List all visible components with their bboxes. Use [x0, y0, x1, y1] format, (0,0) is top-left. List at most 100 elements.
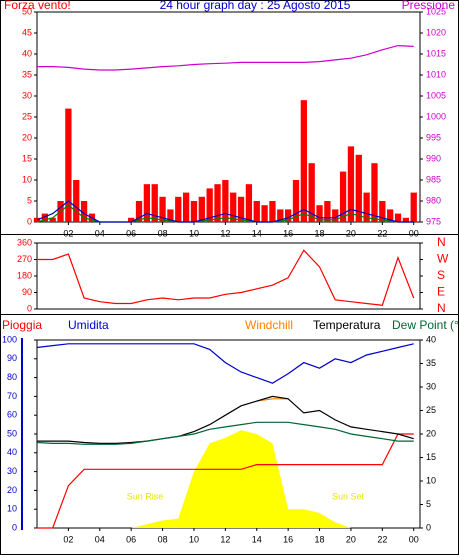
- y2-tick-label: 40: [426, 334, 436, 344]
- gust-bar: [324, 201, 331, 222]
- gust-bar: [49, 217, 56, 222]
- gust-bar: [41, 213, 48, 222]
- x-tick-label: 08: [158, 228, 168, 238]
- gust-bar: [73, 180, 80, 222]
- y2-tick-label: N: [437, 235, 446, 249]
- x-tick-label: 04: [95, 534, 105, 544]
- y-tick-label: 0: [27, 303, 32, 313]
- x-tick-label: 02: [63, 534, 73, 544]
- y-tick-label: 100: [2, 334, 17, 344]
- x-tick-label: 06: [126, 228, 136, 238]
- gust-bar: [261, 205, 268, 222]
- x-tick-label: 20: [346, 534, 356, 544]
- gust-bar: [339, 171, 347, 222]
- y-tick-label: 50: [7, 428, 17, 438]
- gust-bar: [253, 201, 260, 222]
- y-tick-label: 20: [7, 485, 17, 495]
- gust-bar: [175, 196, 182, 222]
- y2-tick-label: 1015: [426, 48, 446, 58]
- y2-tick-label: 975: [426, 216, 441, 226]
- solar-area: [37, 430, 414, 528]
- y-tick-label: 5: [27, 195, 32, 205]
- gust-bar: [159, 196, 166, 222]
- y2-tick-label: 25: [426, 405, 436, 415]
- x-tick-label: 14: [252, 228, 262, 238]
- x-tick-label: 20: [346, 228, 356, 238]
- y-tick-label: 35: [22, 69, 32, 79]
- y2-tick-label: E: [437, 285, 445, 299]
- y2-tick-label: 10: [426, 475, 436, 485]
- y-tick-label: 30: [22, 90, 32, 100]
- y-tick-label: 90: [7, 353, 17, 363]
- gust-bar: [371, 163, 378, 222]
- gust-bar: [410, 192, 417, 222]
- x-tick-label: 08: [158, 534, 168, 544]
- gust-bar: [269, 201, 276, 222]
- y-tick-label: 360: [17, 237, 32, 247]
- annotation: Sun Rise: [127, 491, 164, 501]
- x-tick-label: 12: [220, 228, 230, 238]
- x-tick-label: 10: [189, 534, 199, 544]
- y-tick-label: 40: [7, 447, 17, 457]
- x-tick-label: 22: [377, 534, 387, 544]
- y-tick-label: 45: [22, 27, 32, 37]
- x-tick-label: 10: [189, 228, 199, 238]
- y-tick-label: 10: [7, 504, 17, 514]
- y-tick-label: 80: [7, 372, 17, 382]
- gust-bar: [332, 209, 339, 222]
- y-tick-label: 270: [17, 254, 32, 264]
- gust-bar: [285, 209, 292, 222]
- y-tick-label: 60: [7, 410, 17, 420]
- y-tick-label: 70: [7, 391, 17, 401]
- y2-tick-label: 985: [426, 174, 441, 184]
- gust-bar: [135, 201, 143, 222]
- y-tick-label: 0: [12, 522, 17, 532]
- legend-label: Dew Point (°C: [392, 318, 459, 332]
- y2-tick-label: 1020: [426, 27, 446, 37]
- y2-tick-label: 1025: [426, 6, 446, 16]
- y-tick-label: 40: [22, 48, 32, 58]
- gust-bar: [128, 217, 135, 222]
- legend-label: Pioggia: [2, 318, 42, 332]
- y-tick-label: 25: [22, 111, 32, 121]
- y-tick-label: 15: [22, 153, 32, 163]
- chart-title: 24 hour graph day : 25 Agosto 2015: [160, 0, 351, 12]
- y2-tick-label: 5: [426, 499, 431, 509]
- gust-bar: [167, 209, 174, 222]
- gust-bar: [222, 180, 229, 222]
- x-tick-label: 02: [63, 228, 73, 238]
- gust-bar: [190, 201, 198, 222]
- y-tick-label: 10: [22, 174, 32, 184]
- series-line: [36, 200, 414, 223]
- gust-bar: [143, 184, 151, 222]
- y2-tick-label: N: [437, 301, 446, 315]
- x-tick-label: 22: [377, 228, 387, 238]
- gust-bar: [151, 184, 158, 222]
- gust-bar: [300, 100, 307, 222]
- gust-bar: [230, 192, 237, 222]
- x-tick-label: 18: [315, 534, 325, 544]
- gust-bar: [198, 196, 205, 222]
- gust-bar: [355, 154, 362, 222]
- gust-bar: [182, 192, 190, 222]
- y2-tick-label: 35: [426, 358, 436, 368]
- legend-label: Windchill: [245, 318, 293, 332]
- y2-tick-label: 0: [426, 522, 431, 532]
- series-line: [37, 395, 414, 444]
- gust-bar: [308, 163, 315, 222]
- y-tick-label: 30: [7, 466, 17, 476]
- x-tick-label: 18: [315, 228, 325, 238]
- x-tick-label: 16: [283, 534, 293, 544]
- x-tick-label: 12: [220, 534, 230, 544]
- y-tick-label: 20: [22, 132, 32, 142]
- series-line: [36, 421, 414, 445]
- x-tick-label: 14: [252, 534, 262, 544]
- wind-label: Forza vento!: [4, 0, 71, 12]
- y2-tick-label: 980: [426, 195, 441, 205]
- y2-tick-label: 20: [426, 428, 436, 438]
- gust-bar: [214, 184, 221, 222]
- gust-bar: [245, 184, 253, 222]
- y-tick-label: 50: [22, 6, 32, 16]
- y2-tick-label: 995: [426, 132, 441, 142]
